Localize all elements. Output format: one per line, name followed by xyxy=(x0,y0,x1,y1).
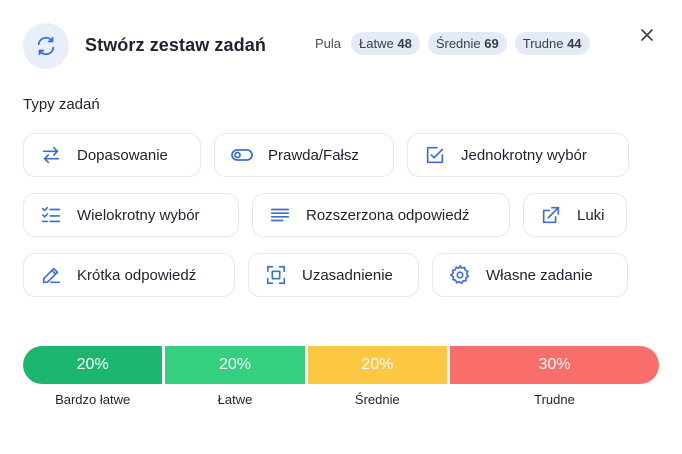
pool-badge-medium: Średnie 69 xyxy=(427,32,507,55)
close-icon[interactable] xyxy=(638,26,656,44)
segment-very-easy[interactable]: 20% xyxy=(23,346,163,384)
type-label: Jednokrotny wybór xyxy=(461,146,587,164)
type-label: Wielokrotny wybór xyxy=(77,206,200,224)
segment-hard[interactable]: 30% xyxy=(449,346,659,384)
type-label: Krótka odpowiedź xyxy=(77,266,197,284)
segment-label-medium: Średnie xyxy=(354,392,400,407)
toggle-icon xyxy=(230,143,254,167)
type-label: Luki xyxy=(577,206,605,224)
type-label: Uzasadnienie xyxy=(302,266,393,284)
segment-label-easy: Łatwe xyxy=(217,392,253,407)
gear-icon xyxy=(448,263,472,287)
pencil-icon xyxy=(39,263,63,287)
pool-badge-hard: Trudne 44 xyxy=(514,32,590,55)
pool-summary: Pula Łatwe 48 Średnie 69 Trudne 44 xyxy=(315,32,590,55)
type-button-multiple-choice[interactable]: Wielokrotny wybór xyxy=(23,193,239,237)
checkbox-check-icon xyxy=(423,143,447,167)
type-button-true-false[interactable]: Prawda/Fałsz xyxy=(214,133,394,177)
arrows-swap-icon xyxy=(39,143,63,167)
type-button-custom-task[interactable]: Własne zadanie xyxy=(432,253,628,297)
type-button-matching[interactable]: Dopasowanie xyxy=(23,133,201,177)
pool-label: Pula xyxy=(315,36,342,51)
type-label: Prawda/Fałsz xyxy=(268,146,359,164)
refresh-icon xyxy=(23,23,69,69)
segment-label-very-easy: Bardzo łatwe xyxy=(55,392,131,407)
type-label: Dopasowanie xyxy=(77,146,168,164)
type-button-extended-answer[interactable]: Rozszerzona odpowiedź xyxy=(252,193,510,237)
type-button-short-answer[interactable]: Krótka odpowiedź xyxy=(23,253,235,297)
segment-label-hard: Trudne xyxy=(534,392,575,407)
type-label: Własne zadanie xyxy=(486,266,593,284)
type-button-gaps[interactable]: Luki xyxy=(523,193,627,237)
section-title-types: Typy zadań xyxy=(23,96,100,113)
segment-easy[interactable]: 20% xyxy=(165,346,305,384)
pool-badge-easy: Łatwe 48 xyxy=(351,32,420,55)
arrow-out-box-icon xyxy=(539,203,563,227)
type-label: Rozszerzona odpowiedź xyxy=(306,206,470,224)
difficulty-distribution-bar: 20% 20% 20% 30% xyxy=(23,346,659,384)
checklist-icon xyxy=(39,203,63,227)
text-lines-icon xyxy=(268,203,292,227)
page-title: Stwórz zestaw zadań xyxy=(85,35,266,55)
type-button-justification[interactable]: Uzasadnienie xyxy=(248,253,419,297)
focus-frame-icon xyxy=(264,263,288,287)
segment-medium[interactable]: 20% xyxy=(307,346,447,384)
type-button-single-choice[interactable]: Jednokrotny wybór xyxy=(407,133,629,177)
